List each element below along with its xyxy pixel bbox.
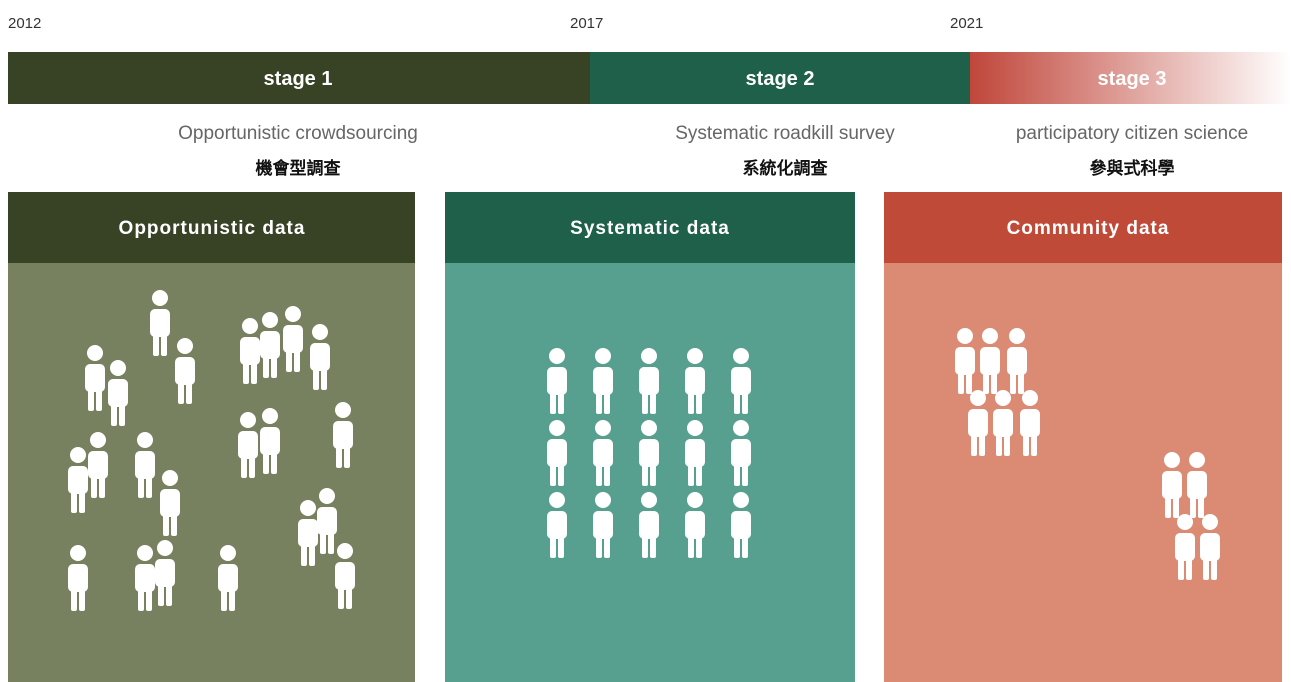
year-label: 2012: [8, 15, 41, 32]
panel-header: [884, 192, 1282, 263]
stage-bar: [590, 52, 970, 104]
stage-label: stage 1: [264, 68, 333, 90]
stage-bar: [970, 52, 1291, 104]
stage-bar: [8, 52, 590, 104]
stage-label: stage 3: [1098, 68, 1167, 90]
stage-subtitle: Systematic roadkill survey: [675, 123, 895, 144]
stage-subtitle-zh: 系統化調查: [743, 158, 829, 178]
year-label: 2017: [570, 15, 603, 32]
stage-subtitle: participatory citizen science: [1016, 123, 1248, 144]
stage-subtitle-zh: 參與式科學: [1090, 158, 1175, 178]
panel-title: Opportunistic data: [119, 218, 306, 239]
panel-header: [445, 192, 855, 263]
stage-subtitle: Opportunistic crowdsourcing: [178, 123, 418, 144]
stage-subtitle-zh: 機會型調查: [256, 158, 342, 178]
panel-title: Community data: [1007, 218, 1170, 239]
year-label: 2021: [950, 15, 983, 32]
panel-title: Systematic data: [570, 218, 730, 239]
stage-label: stage 2: [746, 68, 815, 90]
panel-body: [884, 263, 1282, 682]
panel-header: [8, 192, 415, 263]
